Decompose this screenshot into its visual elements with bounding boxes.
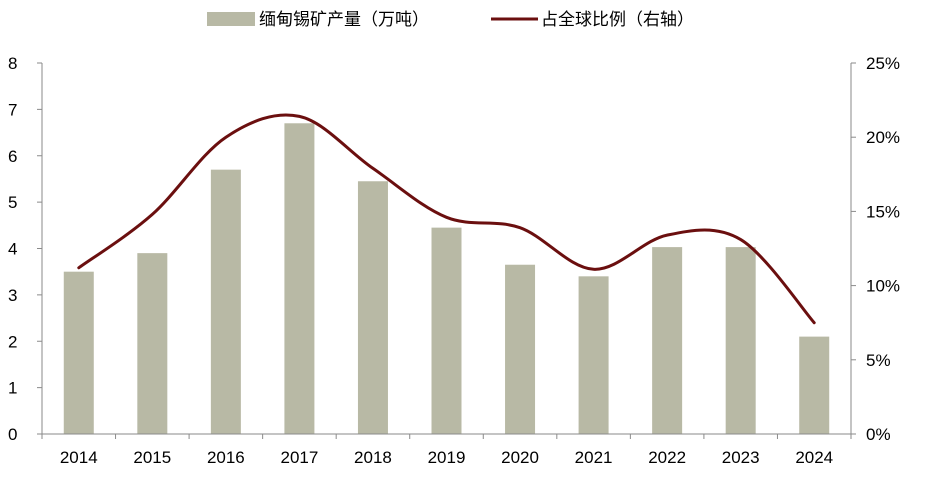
x-tick-label: 2016 bbox=[207, 448, 245, 467]
x-tick-label: 2018 bbox=[354, 448, 392, 467]
tick-labels: 0 1 2 3 4 5 6 7 8 0% 5% 10% 15% 20% 25% 2014 2015 2016 201… bbox=[8, 54, 900, 467]
y-left-tick-label: 4 bbox=[8, 240, 17, 259]
bar bbox=[63, 271, 94, 434]
x-tick-label: 2022 bbox=[648, 448, 686, 467]
y-right-tick-label: 0% bbox=[866, 425, 891, 444]
y-left-tick-label: 3 bbox=[8, 286, 17, 305]
x-tick-label: 2020 bbox=[501, 448, 539, 467]
bar bbox=[505, 264, 536, 434]
share-line bbox=[77, 113, 816, 325]
bar bbox=[578, 276, 609, 434]
x-tick-label: 2014 bbox=[60, 448, 98, 467]
line-series bbox=[77, 113, 816, 325]
bar bbox=[357, 181, 388, 434]
legend-label-bar: 缅甸锡矿产量（万吨） bbox=[259, 10, 429, 30]
bar bbox=[725, 247, 756, 434]
x-tick-label: 2019 bbox=[428, 448, 466, 467]
bar bbox=[431, 227, 462, 434]
axes bbox=[37, 62, 856, 439]
y-left-tick-label: 2 bbox=[8, 332, 17, 351]
x-tick-label: 2017 bbox=[280, 448, 318, 467]
x-tick-label: 2021 bbox=[575, 448, 613, 467]
bar bbox=[137, 253, 168, 434]
legend-label-line: 占全球比例（右轴） bbox=[541, 10, 694, 30]
y-right-tick-label: 20% bbox=[866, 128, 900, 147]
bar bbox=[799, 336, 830, 434]
y-left-tick-label: 5 bbox=[8, 193, 17, 212]
y-right-tick-label: 10% bbox=[866, 277, 900, 296]
y-right-tick-label: 15% bbox=[866, 202, 900, 221]
legend: 缅甸锡矿产量（万吨） 占全球比例（右轴） bbox=[207, 10, 694, 30]
bar bbox=[210, 169, 241, 434]
y-left-tick-label: 8 bbox=[8, 54, 17, 73]
bar bbox=[284, 123, 315, 434]
x-tick-label: 2023 bbox=[722, 448, 760, 467]
y-right-tick-label: 25% bbox=[866, 54, 900, 73]
y-right-tick-label: 5% bbox=[866, 351, 891, 370]
bar bbox=[652, 247, 683, 434]
x-tick-label: 2024 bbox=[795, 448, 833, 467]
y-left-tick-label: 7 bbox=[8, 100, 17, 119]
x-tick-label: 2015 bbox=[133, 448, 171, 467]
bar-series bbox=[63, 123, 830, 434]
y-left-tick-label: 1 bbox=[8, 379, 17, 398]
y-left-tick-label: 0 bbox=[8, 425, 17, 444]
y-left-tick-label: 6 bbox=[8, 147, 17, 166]
legend-swatch-bar bbox=[207, 12, 255, 26]
